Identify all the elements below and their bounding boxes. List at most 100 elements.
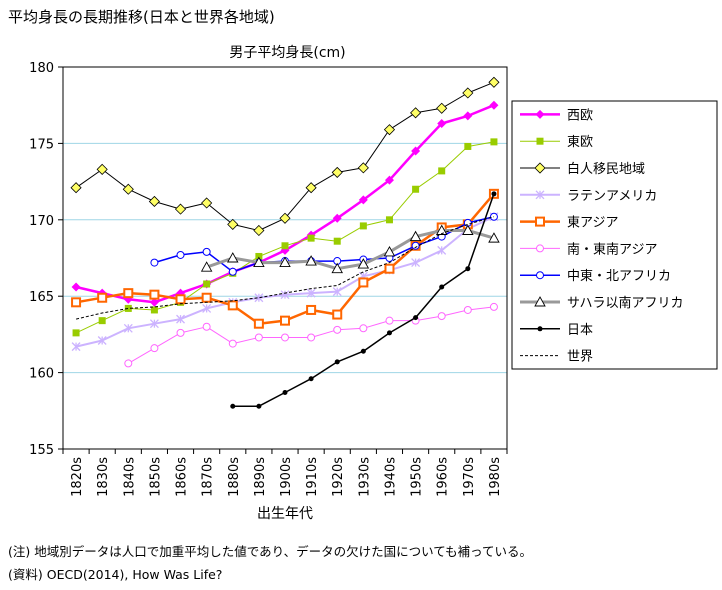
legend-box — [511, 100, 718, 370]
x-tick-label: 1850s — [148, 457, 163, 497]
data-point — [357, 258, 370, 269]
data-point — [536, 137, 544, 145]
x-tick-label: 1930s — [357, 457, 372, 497]
legend-label: 白人移民地域 — [567, 161, 645, 177]
data-point — [174, 203, 187, 215]
data-point — [202, 247, 211, 256]
data-point — [535, 216, 545, 227]
series-line — [75, 141, 494, 334]
data-point — [255, 252, 263, 260]
data-point — [228, 339, 237, 348]
data-point — [282, 389, 288, 395]
data-point — [534, 162, 546, 174]
y-tick-label: 160 — [29, 367, 54, 382]
x-tick-label: 1890s — [253, 457, 268, 497]
data-point — [280, 315, 290, 326]
data-point — [149, 289, 160, 300]
data-point — [437, 312, 446, 321]
x-tick-label: 1980s — [488, 457, 503, 497]
data-point — [227, 300, 238, 311]
series — [200, 224, 500, 274]
x-axis-ticks: 1820s 1830s 1840s 1850s 1860s 1870s 1880s 1890s… — [62, 449, 508, 497]
data-point — [256, 403, 262, 409]
data-point — [535, 109, 545, 119]
data-point — [410, 107, 422, 119]
data-point — [176, 328, 185, 337]
data-point — [435, 224, 448, 235]
data-point — [489, 302, 498, 311]
data-point — [253, 224, 265, 237]
x-tick-label: 1950s — [410, 457, 425, 497]
plot-area — [62, 66, 508, 450]
data-point — [411, 241, 420, 250]
y-tick-label: 180 — [29, 61, 54, 76]
note-text: (注) 地域別データは人口で加重平均した値であり、データの欠けた国についても補っ… — [8, 544, 532, 559]
legend-item: 白人移民地域 — [520, 161, 645, 177]
data-point — [409, 230, 422, 242]
data-point — [279, 212, 291, 224]
data-point — [149, 297, 159, 307]
data-point — [254, 333, 263, 342]
data-point — [462, 87, 474, 99]
data-point — [489, 212, 498, 221]
data-point — [253, 256, 265, 268]
series-line — [154, 215, 495, 273]
data-point — [176, 250, 185, 259]
data-point — [436, 102, 448, 114]
data-point — [230, 403, 236, 409]
data-point — [123, 288, 134, 299]
series — [72, 138, 498, 337]
data-point — [281, 242, 289, 250]
series — [71, 100, 499, 307]
data-point — [411, 258, 421, 268]
data-point — [386, 330, 392, 336]
data-point — [358, 277, 369, 288]
data-point — [96, 163, 108, 175]
x-tick-label: 1900s — [279, 457, 294, 497]
data-point — [307, 333, 316, 342]
data-point — [488, 76, 500, 88]
x-tick-label: 1920s — [331, 457, 346, 497]
data-point — [413, 315, 419, 321]
x-tick-label: 1840s — [122, 457, 137, 497]
y-axis-ticks: 155 160 165 170 175 180 — [29, 61, 63, 458]
data-point — [332, 309, 343, 320]
data-point — [70, 182, 82, 194]
data-point — [306, 288, 316, 298]
data-point — [71, 282, 81, 292]
data-point — [535, 190, 545, 200]
data-point — [385, 316, 394, 325]
data-point — [306, 304, 317, 315]
data-point — [331, 262, 344, 274]
data-point — [254, 293, 264, 303]
data-point — [201, 197, 213, 209]
legend-label: ラテンアメリカ — [567, 189, 657, 204]
data-point — [203, 280, 211, 288]
data-point — [439, 284, 445, 290]
data-point — [385, 216, 393, 224]
x-tick-label: 1960s — [436, 457, 451, 497]
data-point — [124, 304, 132, 312]
legend-item: 東欧 — [520, 134, 593, 150]
data-point — [465, 266, 471, 272]
data-point — [537, 326, 543, 332]
data-point — [150, 344, 159, 353]
data-point — [175, 294, 186, 305]
data-point — [176, 314, 185, 324]
series — [70, 76, 500, 237]
data-point — [384, 175, 394, 185]
legend-label: 東欧 — [567, 134, 593, 150]
source-text: (資料) OECD(2014), How Was Life? — [8, 567, 223, 582]
x-tick-label: 1860s — [175, 457, 190, 497]
data-point — [305, 255, 317, 266]
data-point — [536, 244, 544, 253]
y-tick-label: 170 — [29, 214, 54, 229]
data-point — [280, 290, 290, 300]
x-tick-label: 1820s — [70, 457, 85, 497]
x-tick-label: 1910s — [305, 457, 320, 497]
data-point — [97, 292, 108, 303]
data-point — [358, 195, 368, 205]
data-point — [332, 287, 342, 297]
data-point — [489, 100, 499, 110]
